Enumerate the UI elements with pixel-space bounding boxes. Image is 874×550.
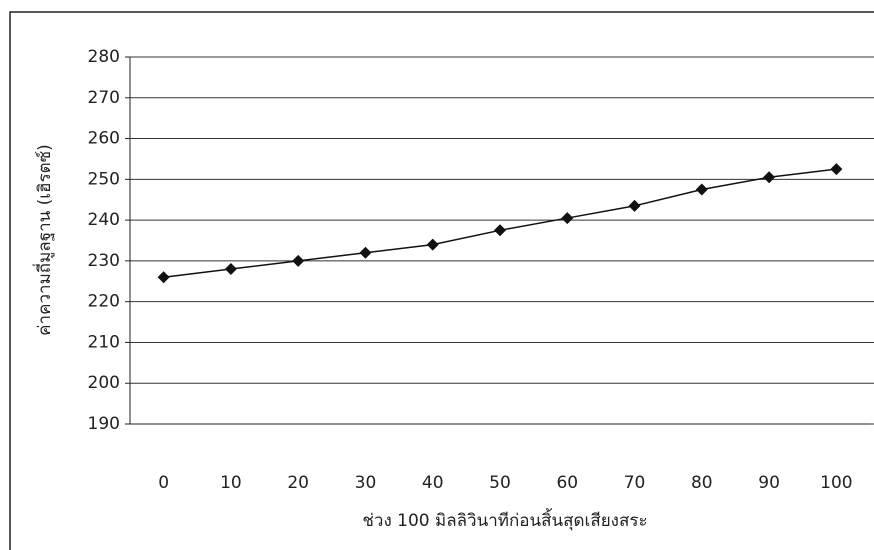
data-point (359, 246, 372, 259)
y-tick-label: 200 (88, 373, 120, 393)
y-axis-title: ค่าความถี่มูลฐาน (เฮิรตซ์) (32, 144, 55, 336)
data-point (426, 238, 439, 251)
x-axis-title: ช่วง 100 มิลลิวินาทีก่อนสิ้นสุดเสียงสระ (362, 508, 647, 531)
y-tick-label: 190 (88, 414, 120, 434)
y-tick-label: 230 (88, 251, 120, 271)
y-tick-label: 210 (88, 332, 120, 352)
x-tick-label: 30 (355, 473, 377, 493)
x-tick-label: 20 (287, 473, 309, 493)
data-point (224, 263, 237, 276)
chart-frame (9, 11, 874, 550)
data-point (292, 254, 305, 267)
data-point (157, 271, 170, 284)
x-tick-label: 100 (820, 473, 852, 493)
y-tick-label: 220 (88, 292, 120, 312)
data-point (561, 212, 574, 225)
data-point (695, 183, 708, 196)
y-tick-label: 270 (88, 88, 120, 108)
x-tick-label: 80 (691, 473, 713, 493)
x-tick-label: 10 (220, 473, 242, 493)
x-tick-label: 50 (489, 473, 511, 493)
data-point (830, 163, 843, 176)
y-tick-label: 250 (88, 169, 120, 189)
y-tick-label: 260 (88, 129, 120, 149)
x-tick-label: 40 (422, 473, 444, 493)
data-point (494, 224, 506, 237)
data-point (763, 171, 776, 184)
data-point (628, 199, 641, 212)
x-tick-label: 0 (158, 473, 169, 493)
y-tick-label: 280 (88, 47, 120, 67)
x-tick-label: 70 (624, 473, 646, 493)
x-tick-label: 60 (556, 473, 578, 493)
x-tick-label: 90 (758, 473, 780, 493)
y-tick-label: 240 (88, 210, 120, 230)
